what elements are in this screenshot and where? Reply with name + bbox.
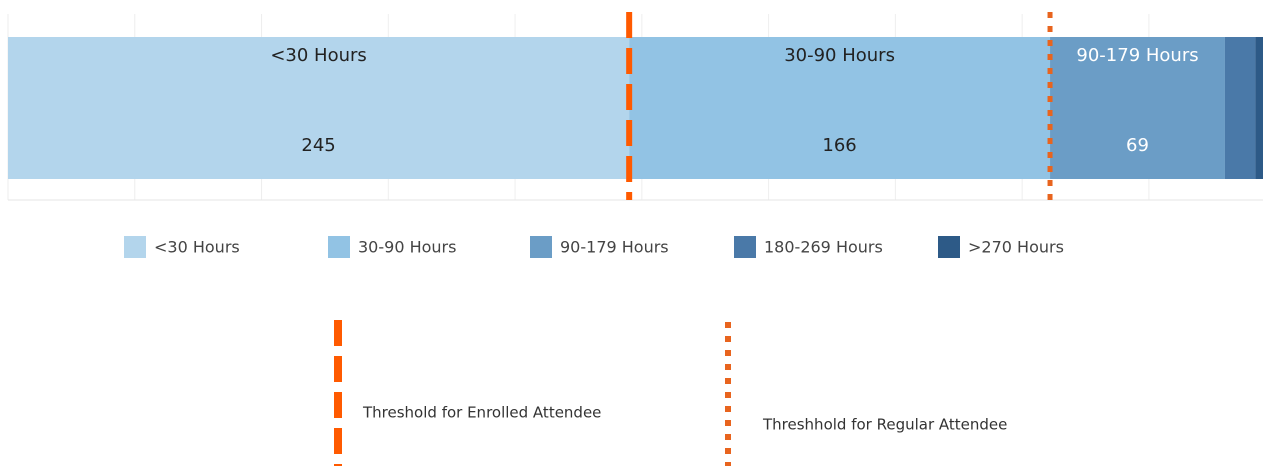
bar-segment: [1255, 37, 1263, 179]
legend-label: 180-269 Hours: [764, 238, 883, 257]
segment-name: <30 Hours: [270, 45, 366, 66]
segment-value: 166: [822, 135, 856, 156]
legend-label: <30 Hours: [154, 238, 240, 257]
bar-segment: [1050, 37, 1225, 179]
segment-value: 69: [1126, 135, 1149, 156]
legend-swatch: [734, 236, 756, 258]
legend-swatch: [938, 236, 960, 258]
segment-name: 30-90 Hours: [784, 45, 895, 66]
bar-segment: [8, 37, 630, 179]
threshold-legend-label: Threshold for Enrolled Attendee: [362, 404, 601, 422]
threshold-legend-label: Threshhold for Regular Attendee: [762, 416, 1007, 434]
legend-swatch: [530, 236, 552, 258]
legend-label: >270 Hours: [968, 238, 1064, 257]
segment-value: 245: [301, 135, 335, 156]
legend-label: 90-179 Hours: [560, 238, 669, 257]
legend-swatch: [328, 236, 350, 258]
legend-swatch: [124, 236, 146, 258]
segment-name: 90-179 Hours: [1076, 45, 1198, 66]
bar-segment: [1224, 37, 1256, 179]
legend-label: 30-90 Hours: [358, 238, 456, 257]
bar-segment: [629, 37, 1051, 179]
